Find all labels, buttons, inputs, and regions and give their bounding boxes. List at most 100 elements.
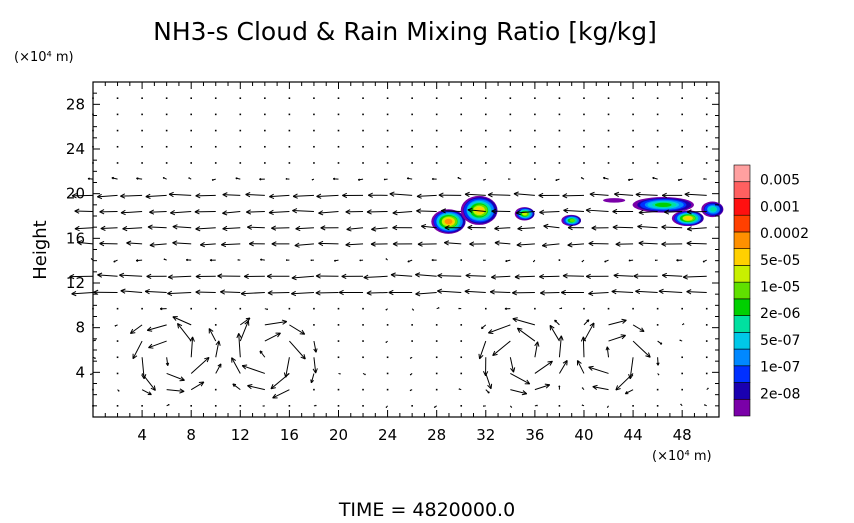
wind-vector [706, 373, 708, 375]
colorbar-label: 2e-06 [760, 306, 800, 322]
wind-vector [681, 389, 683, 391]
wind-vector [92, 308, 94, 310]
x-tick-label: 32 [476, 426, 495, 444]
colorbar-swatch [734, 215, 750, 232]
wind-vector [510, 130, 512, 132]
colorbar-swatch [734, 399, 750, 416]
wind-vector [460, 114, 462, 116]
wind-vector [706, 97, 708, 99]
wind-vector [657, 405, 659, 407]
wind-vector [608, 114, 610, 116]
wind-vector [362, 356, 364, 358]
wind-vector [117, 405, 119, 407]
wind-vector [313, 162, 315, 164]
wind-vector [632, 97, 634, 99]
wind-vector [166, 146, 168, 148]
wind-vector [534, 130, 536, 132]
wind-vector [485, 114, 487, 116]
colorbar-swatch [734, 249, 750, 266]
wind-vector [703, 178, 706, 179]
wind-vector [141, 130, 143, 132]
y-tick-label: 4 [75, 363, 85, 381]
wind-vector [436, 389, 438, 391]
wind-vector [362, 389, 364, 391]
wind-vector [190, 405, 192, 407]
colorbar-swatch [734, 165, 750, 182]
y-tick-label: 16 [66, 229, 85, 247]
wind-vector [141, 162, 143, 164]
wind-vector [286, 260, 289, 261]
wind-vector [215, 405, 217, 407]
wind-vector [92, 114, 94, 116]
wind-vector [583, 130, 585, 132]
colorbar-swatch [734, 332, 750, 349]
wind-vector [190, 114, 192, 116]
wind-vector [559, 146, 561, 148]
y-tick-label: 12 [66, 274, 85, 292]
wind-vector [632, 162, 634, 164]
wind-vector [239, 308, 241, 310]
wind-vector [411, 114, 413, 116]
y-tick-label: 28 [66, 95, 85, 113]
wind-vector [92, 146, 94, 148]
wind-vector [141, 405, 143, 407]
wind-vector [657, 162, 659, 164]
wind-vector [608, 146, 610, 148]
wind-vector [117, 97, 119, 99]
wind-vector [510, 97, 512, 99]
wind-vector [264, 114, 266, 116]
wind-vector [436, 114, 438, 116]
wind-vector [483, 406, 485, 407]
colorbar-swatch [734, 232, 750, 249]
wind-vector [657, 114, 659, 116]
wind-vector [436, 340, 438, 342]
wind-vector [559, 386, 560, 390]
wind-vector [535, 405, 538, 406]
time-label: TIME = 4820000.0 [338, 499, 515, 519]
wind-vector [632, 130, 634, 132]
wind-vector [436, 97, 438, 99]
wind-vector [239, 162, 241, 164]
wind-vector [534, 178, 536, 180]
wind-vector [559, 162, 561, 164]
wind-vector [117, 114, 119, 116]
wind-vector [436, 162, 438, 164]
wind-vector [338, 146, 340, 148]
wind-vector [117, 130, 119, 132]
wind-vector [583, 97, 585, 99]
wind-vector [534, 308, 536, 310]
wind-vector [583, 114, 585, 116]
wind-vector [362, 146, 364, 148]
wind-vector [313, 114, 315, 116]
wind-vector [264, 130, 266, 132]
wind-vector [190, 146, 192, 148]
wind-vector [215, 162, 217, 164]
wind-vector [215, 324, 217, 326]
colorbar-swatch [734, 316, 750, 333]
wind-vector [166, 130, 168, 132]
wind-vector [387, 162, 389, 164]
colorbar-swatch [734, 265, 750, 282]
wind-vector [485, 130, 487, 132]
wind-vector [264, 146, 266, 148]
plot-background [93, 82, 719, 417]
wind-vector [460, 340, 462, 342]
wind-vector [313, 130, 315, 132]
colorbar-label: 1e-05 [760, 279, 800, 295]
wind-vector [239, 405, 241, 407]
wind-vector [583, 308, 585, 310]
y-axis-unit: (×10⁴ m) [14, 50, 74, 65]
colorbar-label: 2e-08 [760, 386, 800, 402]
wind-vector [338, 356, 340, 358]
wind-vector [289, 97, 291, 99]
wind-vector [485, 308, 487, 310]
colorbar-swatch [734, 299, 750, 316]
cloud-patch [603, 198, 625, 202]
wind-vector [460, 130, 462, 132]
colorbar-swatch [734, 282, 750, 299]
wind-vector [583, 146, 585, 148]
wind-vector [239, 130, 241, 132]
wind-vector [681, 356, 683, 358]
wind-vector [657, 146, 659, 148]
cloud-patch [431, 209, 465, 234]
